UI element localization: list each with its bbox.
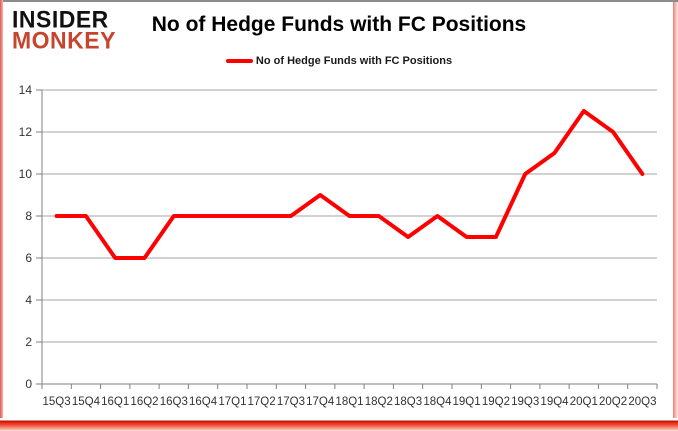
frame-border-top — [0, 0, 678, 2]
chart-title: No of Hedge Funds with FC Positions — [151, 13, 527, 36]
svg-text:18Q1: 18Q1 — [335, 396, 363, 408]
svg-text:0: 0 — [25, 377, 32, 391]
svg-text:14: 14 — [19, 83, 33, 97]
svg-text:19Q4: 19Q4 — [540, 396, 569, 408]
svg-text:19Q3: 19Q3 — [511, 396, 539, 408]
legend: No of Hedge Funds with FC Positions — [0, 55, 678, 67]
frame-border-right — [673, 2, 678, 421]
svg-text:17Q1: 17Q1 — [218, 396, 246, 408]
svg-text:18Q3: 18Q3 — [394, 396, 422, 408]
svg-text:20Q2: 20Q2 — [599, 396, 627, 408]
svg-text:15Q4: 15Q4 — [72, 396, 101, 408]
svg-text:20Q3: 20Q3 — [628, 396, 656, 408]
legend-line-marker — [225, 59, 253, 63]
svg-text:16Q1: 16Q1 — [101, 396, 129, 408]
svg-text:18Q2: 18Q2 — [365, 396, 393, 408]
svg-text:17Q3: 17Q3 — [277, 396, 305, 408]
svg-text:16Q2: 16Q2 — [130, 396, 158, 408]
frame-border-bottom-shadow — [0, 418, 678, 431]
insider-monkey-logo: INSIDER MONKEY — [12, 5, 116, 54]
svg-text:19Q1: 19Q1 — [453, 396, 481, 408]
svg-text:12: 12 — [19, 125, 33, 139]
svg-text:17Q4: 17Q4 — [306, 396, 335, 408]
svg-text:20Q1: 20Q1 — [570, 396, 598, 408]
svg-text:16Q4: 16Q4 — [189, 396, 218, 408]
frame-border-left — [0, 0, 3, 421]
svg-text:2: 2 — [25, 335, 32, 349]
svg-text:19Q2: 19Q2 — [482, 396, 510, 408]
legend-label: No of Hedge Funds with FC Positions — [255, 55, 453, 67]
svg-text:17Q2: 17Q2 — [248, 396, 276, 408]
svg-text:15Q3: 15Q3 — [43, 396, 71, 408]
logo-text-monkey: MONKEY — [12, 26, 116, 54]
svg-text:4: 4 — [25, 293, 32, 307]
svg-text:8: 8 — [25, 209, 32, 223]
logo-text-insider: INSIDER — [12, 5, 109, 33]
svg-text:18Q4: 18Q4 — [423, 396, 452, 408]
svg-text:16Q3: 16Q3 — [160, 396, 188, 408]
svg-text:10: 10 — [19, 167, 33, 181]
svg-text:6: 6 — [25, 251, 32, 265]
